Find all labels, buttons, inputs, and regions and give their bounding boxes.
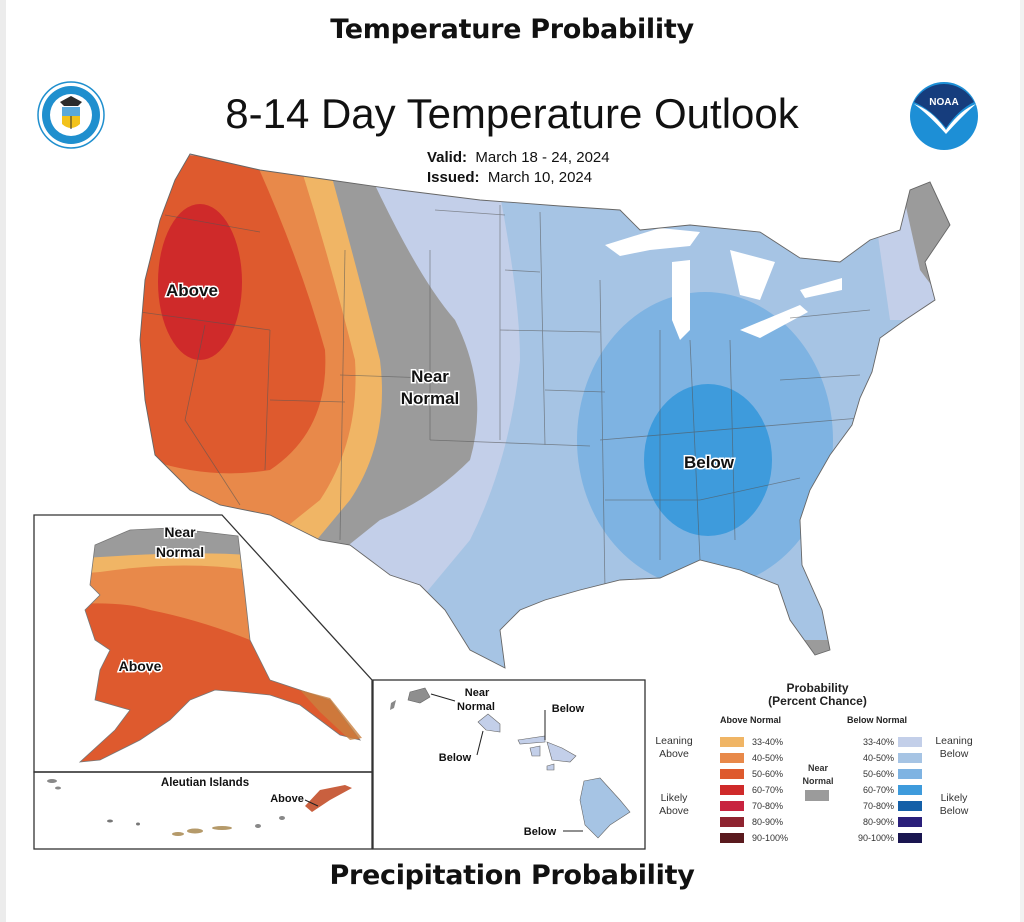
legend-swatch-below-1 [898,753,922,763]
legend-label-below-3: 60-70% [862,785,894,795]
legend-likely-below-line1: Likely [940,792,968,804]
legend-swatch-above-1 [720,753,744,763]
legend-title-line2: (Percent Chance) [768,694,867,708]
precipitation-probability-heading: Precipitation Probability [329,860,695,891]
valid-dates: Valid: March 18 - 24, 2024 [427,148,610,168]
legend-below-header: Below Normal [847,715,908,725]
label-conus-below: Below [684,453,735,472]
label-conus-near-line2: Normal [401,389,460,408]
label-hawaii-below-oahu: Below [439,752,472,764]
hawaii-islands [390,687,631,839]
right-edge-shadow [1020,0,1024,922]
legend-swatch-below-3 [898,785,922,795]
above-60-70-zone [158,204,242,360]
legend-above-header: Above Normal [720,715,782,725]
legend-swatch-above-3 [720,785,744,795]
aleutian-leader-line [304,799,319,807]
label-hawaii-near-line1: Near [465,687,490,699]
legend-title-line1: Probability [786,681,849,695]
label-conus-near-line1: Near [411,367,449,386]
legend-swatch-below-2 [898,769,922,779]
legend-label-below-2: 50-60% [862,769,894,779]
label-hawaii-near-line2: Normal [457,701,495,713]
aleutian-inset-frame [33,771,373,850]
lake-superior [605,228,700,256]
legend-swatch-above-4 [720,801,744,811]
legend-label-below-0: 33-40% [862,737,894,747]
legend-label-above-2: 50-60% [752,769,784,779]
legend-swatch-above-6 [720,833,744,843]
lake-erie [740,305,808,338]
legend-swatch-near-normal [805,790,829,801]
label-hawaii-below-big-island: Below [524,826,557,838]
legend-leaning-below-line1: Leaning [935,735,973,747]
legend-near-line2: Normal [802,776,834,786]
legend-label-above-4: 70-80% [752,801,784,811]
legend-likely-below: Likely Below [929,792,979,818]
legend-near-normal-label: Near Normal [793,762,843,788]
alaska-panhandle [300,690,362,740]
legend-label-below-6: 90-100% [857,833,894,843]
legend-label-above-3: 60-70% [752,785,784,795]
label-alaska-above: Above [119,658,162,674]
label-alaska-near-line2: Normal [156,544,204,560]
lake-michigan [672,260,690,340]
legend-swatch-above-5 [720,817,744,827]
legend-label-below-1: 40-50% [862,753,894,763]
department-of-commerce-seal-icon [37,81,105,149]
legend-swatch-above-0 [720,737,744,747]
legend-swatch-below-5 [898,817,922,827]
valid-label: Valid: [427,149,468,166]
legend-likely-above-line1: Likely [660,792,688,804]
legend-leaning-above-line1: Leaning [655,735,693,747]
date-info: Valid: March 18 - 24, 2024 Issued: March… [427,148,610,188]
label-aleutian-above: Above [270,793,304,805]
legend-label-below-5: 80-90% [862,817,894,827]
label-alaska-near-line1: Near [164,524,196,540]
legend-label-above-6: 90-100% [752,833,789,843]
temperature-probability-heading: Temperature Probability [330,14,694,45]
aleutian-title: Aleutian Islands [161,777,249,789]
hawaii-leader-lines [430,693,583,832]
issued-label: Issued: [427,169,480,186]
lake-ontario [800,278,842,298]
legend-swatch-above-2 [720,769,744,779]
legend-leaning-above: Leaning Above [649,735,699,761]
valid-value: March 18 - 24, 2024 [475,149,610,166]
legend-label-above-1: 40-50% [752,753,784,763]
legend-label-above-0: 33-40% [752,737,784,747]
legend-label-above-5: 80-90% [752,817,784,827]
lake-huron [730,250,775,300]
conus-outline [139,153,951,669]
legend-likely-above-line2: Above [659,805,689,817]
probability-legend: Probability (Percent Chance) Above Norma… [645,680,990,850]
left-edge-shadow [0,0,6,922]
alaska-outline [78,527,361,763]
legend-swatch-below-4 [898,801,922,811]
legend-label-below-4: 70-80% [862,801,894,811]
label-conus-above: Above [166,281,218,300]
below-60-70-zone [644,384,772,536]
map-title: 8-14 Day Temperature Outlook [225,90,799,137]
legend-leaning-below-line2: Below [939,748,969,760]
legend-swatch-below-0 [898,737,922,747]
legend-leaning-below: Leaning Below [929,735,979,761]
legend-title: Probability (Percent Chance) [645,682,990,708]
legend-leaning-above-line2: Above [659,748,689,760]
label-hawaii-below-maui: Below [552,703,585,715]
issued-date: Issued: March 10, 2024 [427,168,610,188]
noaa-logo-icon: NOAA [910,82,978,150]
legend-likely-above: Likely Above [649,792,699,818]
noaa-logo-text: NOAA [929,97,958,108]
issued-value: March 10, 2024 [487,169,593,186]
legend-near-line1: Near [807,763,828,773]
legend-swatch-below-6 [898,833,922,843]
legend-likely-below-line2: Below [939,805,969,817]
state-borders [140,205,871,591]
